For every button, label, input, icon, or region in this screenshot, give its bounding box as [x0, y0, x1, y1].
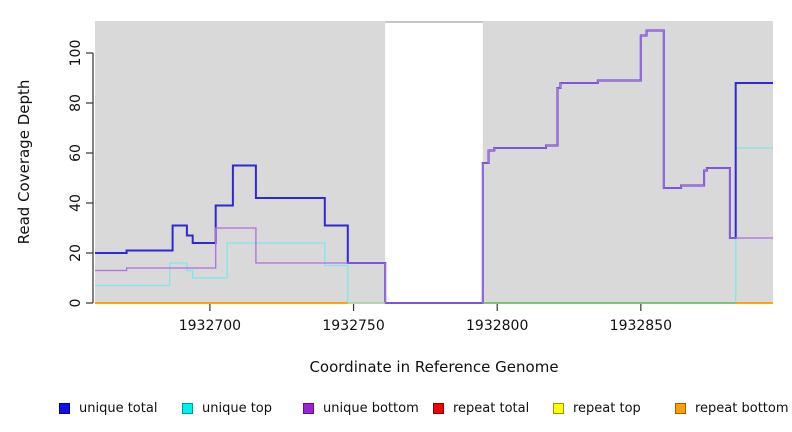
coverage-plot: 0 20 40 60 80 100 1932700 1932750 1932800 1932850	[68, 21, 773, 334]
legend-item-repeat-top: repeat top	[553, 399, 641, 417]
legend-label: repeat top	[573, 400, 641, 416]
y-tick-label: 0	[68, 299, 84, 308]
x-axis-label: Coordinate in Reference Genome	[309, 358, 559, 376]
legend-item-repeat-bottom: repeat bottom	[675, 399, 789, 417]
y-tick-label: 20	[68, 244, 84, 262]
legend-label: unique total	[79, 400, 158, 416]
legend-swatch-icon	[553, 402, 564, 414]
legend-item-unique-top: unique top	[182, 399, 272, 417]
y-tick-label: 60	[68, 144, 84, 162]
legend-label: unique top	[202, 400, 273, 416]
legend: unique total unique top unique bottom repea…	[0, 399, 792, 421]
legend-item-repeat-total: repeat total	[433, 399, 529, 417]
legend-item-unique-bottom: unique bottom	[303, 399, 419, 417]
legend-swatch-icon	[59, 402, 70, 414]
y-tick-label: 100	[68, 40, 84, 67]
legend-swatch-icon	[433, 402, 444, 414]
x-tick-label: 1932700	[179, 318, 241, 334]
y-tick-label: 40	[68, 194, 84, 212]
legend-item-unique-total: unique total	[59, 399, 157, 417]
x-tick-label: 1932850	[610, 318, 672, 334]
coverage-gap-band	[385, 21, 483, 303]
legend-swatch-icon	[182, 402, 193, 414]
series-line-unique-bottom	[95, 29, 773, 304]
legend-swatch-icon	[675, 402, 686, 414]
legend-label: unique bottom	[323, 400, 419, 416]
legend-swatch-icon	[303, 402, 314, 414]
legend-label: repeat total	[453, 400, 530, 416]
x-tick-label: 1932750	[322, 318, 384, 334]
legend-label: repeat bottom	[695, 400, 789, 416]
y-tick-label: 80	[68, 94, 84, 112]
x-tick-label: 1932800	[466, 318, 528, 334]
